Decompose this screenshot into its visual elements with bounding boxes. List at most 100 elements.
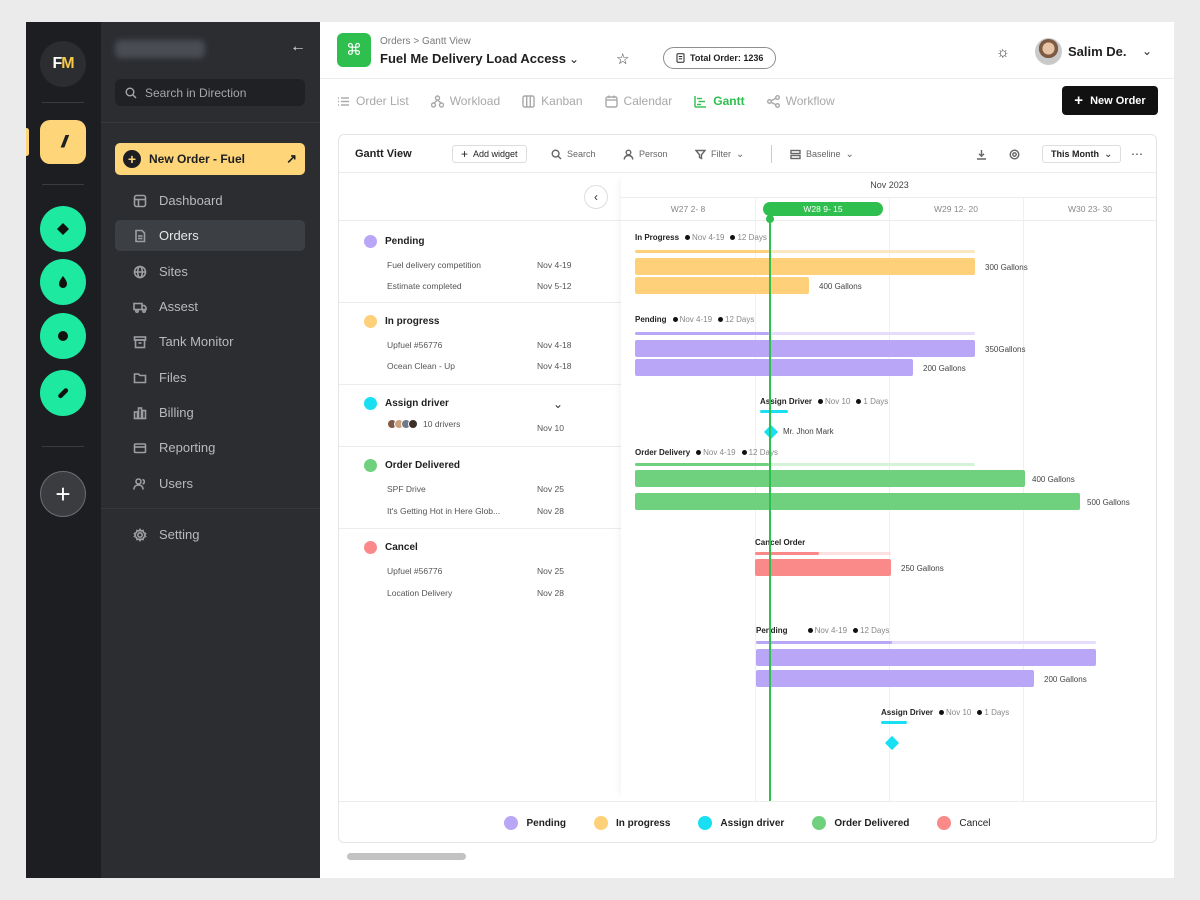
horizontal-scrollbar[interactable] [347,853,466,860]
task-label-pending[interactable]: Pending Nov 4-19 12 Days [635,315,754,324]
active-app-icon[interactable]: // [40,120,86,164]
add-widget-button[interactable]: + Add widget [452,145,527,163]
gantt-bar[interactable] [635,277,809,294]
sidebar-item-orders[interactable]: Orders [115,220,305,251]
sidebar-item-assest[interactable]: Assest [115,291,305,322]
folder-icon [133,372,147,383]
tab-label: Calendar [623,94,673,108]
gantt-bar[interactable] [635,493,1080,510]
command-icon[interactable]: ⌘ [337,33,371,67]
new-order-fuel-button[interactable]: + New Order - Fuel ↗ [115,143,305,175]
sidebar-item-billing[interactable]: Billing [115,397,305,428]
driver-avatars[interactable]: 10 drivers [387,419,460,429]
list-item[interactable]: Estimate completed [387,281,462,291]
breadcrumb[interactable]: Orders > Gantt View [380,36,471,47]
gantt-bar[interactable] [635,359,913,376]
user-name[interactable]: Salim De. [1068,44,1127,59]
sidebar-item-setting[interactable]: Setting [115,519,305,550]
plus-icon: + [1074,92,1084,109]
tab-kanban[interactable]: Kanban [522,90,583,112]
sidebar-item-reporting[interactable]: Reporting [115,432,305,463]
list-item[interactable]: It's Getting Hot in Here Glob... [387,506,501,516]
title-chevron-down-icon[interactable]: ⌄ [569,52,580,66]
task-name: Assign Driver [881,708,934,717]
group-order-delivered[interactable]: Order Delivered [364,459,460,472]
circle-icon[interactable] [40,313,86,359]
person-label: Person [639,149,668,159]
gantt-bar[interactable] [635,258,975,275]
task-date: Nov 4-19 [807,626,847,635]
total-order-badge[interactable]: Total Order: 1236 [663,47,777,69]
tab-workflow[interactable]: Workflow [766,90,835,112]
group-cancel[interactable]: Cancel [364,541,418,554]
collapse-sidebar-icon[interactable]: ← [290,38,306,55]
task-label-pending[interactable]: Pending Nov 4-19 12 Days [756,626,889,635]
baseline-button[interactable]: Baseline ⌄ [790,145,854,163]
more-options-icon[interactable]: ⋯ [1131,147,1143,161]
tab-gantt[interactable]: Gantt [694,90,745,112]
sidebar-item-tank-monitor[interactable]: Tank Monitor [115,326,305,357]
avatar[interactable] [1035,38,1062,65]
group-pending[interactable]: Pending [364,235,424,248]
milestone-diamond[interactable] [763,424,779,440]
list-item[interactable]: Upfuel #56776 [387,340,443,350]
collapse-panel-button[interactable]: ‹ [584,185,608,209]
gantt-view-title: Gantt View [355,148,412,160]
sidebar-item-label: Assest [159,299,199,314]
settings-icon[interactable] [1009,145,1020,163]
sidebar-search[interactable] [115,79,305,106]
star-icon[interactable]: ☆ [616,51,630,68]
date-range-select[interactable]: This Month ⌄ [1042,145,1122,163]
gantt-bar[interactable] [756,649,1096,666]
sidebar-search-input[interactable] [145,85,295,100]
group-assign-driver[interactable]: Assign driver [364,397,449,410]
task-name: In Progress [635,233,680,242]
sun-icon[interactable]: ☼ [996,44,1010,61]
drop-icon[interactable] [40,259,86,305]
gantt-bar[interactable] [756,670,1034,687]
current-week-label[interactable]: W28 9- 15 [763,202,883,216]
task-label-assign-driver[interactable]: Assign Driver Nov 10 1 Days [760,397,888,406]
list-item[interactable]: Fuel delivery competition [387,260,482,270]
milestone-diamond[interactable] [884,735,900,751]
add-workspace-button[interactable]: + [40,471,86,517]
new-order-button[interactable]: + New Order [1062,86,1158,115]
sidebar-item-dashboard[interactable]: Dashboard [115,185,305,216]
filter-button[interactable]: Filter ⌄ [695,145,744,163]
task-label-cancel-order[interactable]: Cancel Order [755,538,805,547]
row-divider [339,446,621,447]
tab-calendar[interactable]: Calendar [604,90,673,112]
tab-workload[interactable]: Workload [430,90,500,112]
sidebar-item-sites[interactable]: Sites [115,256,305,287]
task-duration: 12 Days [741,448,778,457]
user-chevron-down-icon[interactable]: ⌄ [1142,44,1153,58]
diamond-icon[interactable] [40,206,86,252]
task-label-assign-driver[interactable]: Assign Driver Nov 10 1 Days [881,708,1009,717]
task-label-order-delivery[interactable]: Order Delivery Nov 4-19 12 Days [635,448,778,457]
list-item-date: Nov 28 [537,506,564,516]
sidebar-item-files[interactable]: Files [115,362,305,393]
person-filter-button[interactable]: Person [623,145,668,163]
gantt-bar[interactable] [635,470,1025,487]
task-label-in-progress[interactable]: In Progress Nov 4-19 12 Days [635,233,767,242]
list-item[interactable]: SPF Drive [387,484,426,494]
bar-value: 400 Gallons [819,282,862,291]
gantt-search-button[interactable]: Search [551,145,596,163]
group-chevron-down-icon[interactable]: ⌄ [553,397,564,411]
list-item[interactable]: Upfuel #56776 [387,566,443,576]
gantt-bar[interactable] [755,559,891,576]
tab-order-list[interactable]: Order List [337,90,409,112]
pill-icon[interactable] [40,370,86,416]
search-icon [125,87,137,98]
group-in-progress[interactable]: In progress [364,315,439,328]
sidebar-item-users[interactable]: Users [115,468,305,499]
download-icon[interactable] [976,145,987,163]
gantt-icon [694,95,707,108]
list-item[interactable]: Location Delivery [387,588,453,598]
progress-track [635,463,975,466]
plus-icon: + [461,147,469,161]
gantt-bar[interactable] [635,340,975,357]
status-dot [364,459,377,472]
list-item[interactable]: Ocean Clean - Up [387,361,456,371]
